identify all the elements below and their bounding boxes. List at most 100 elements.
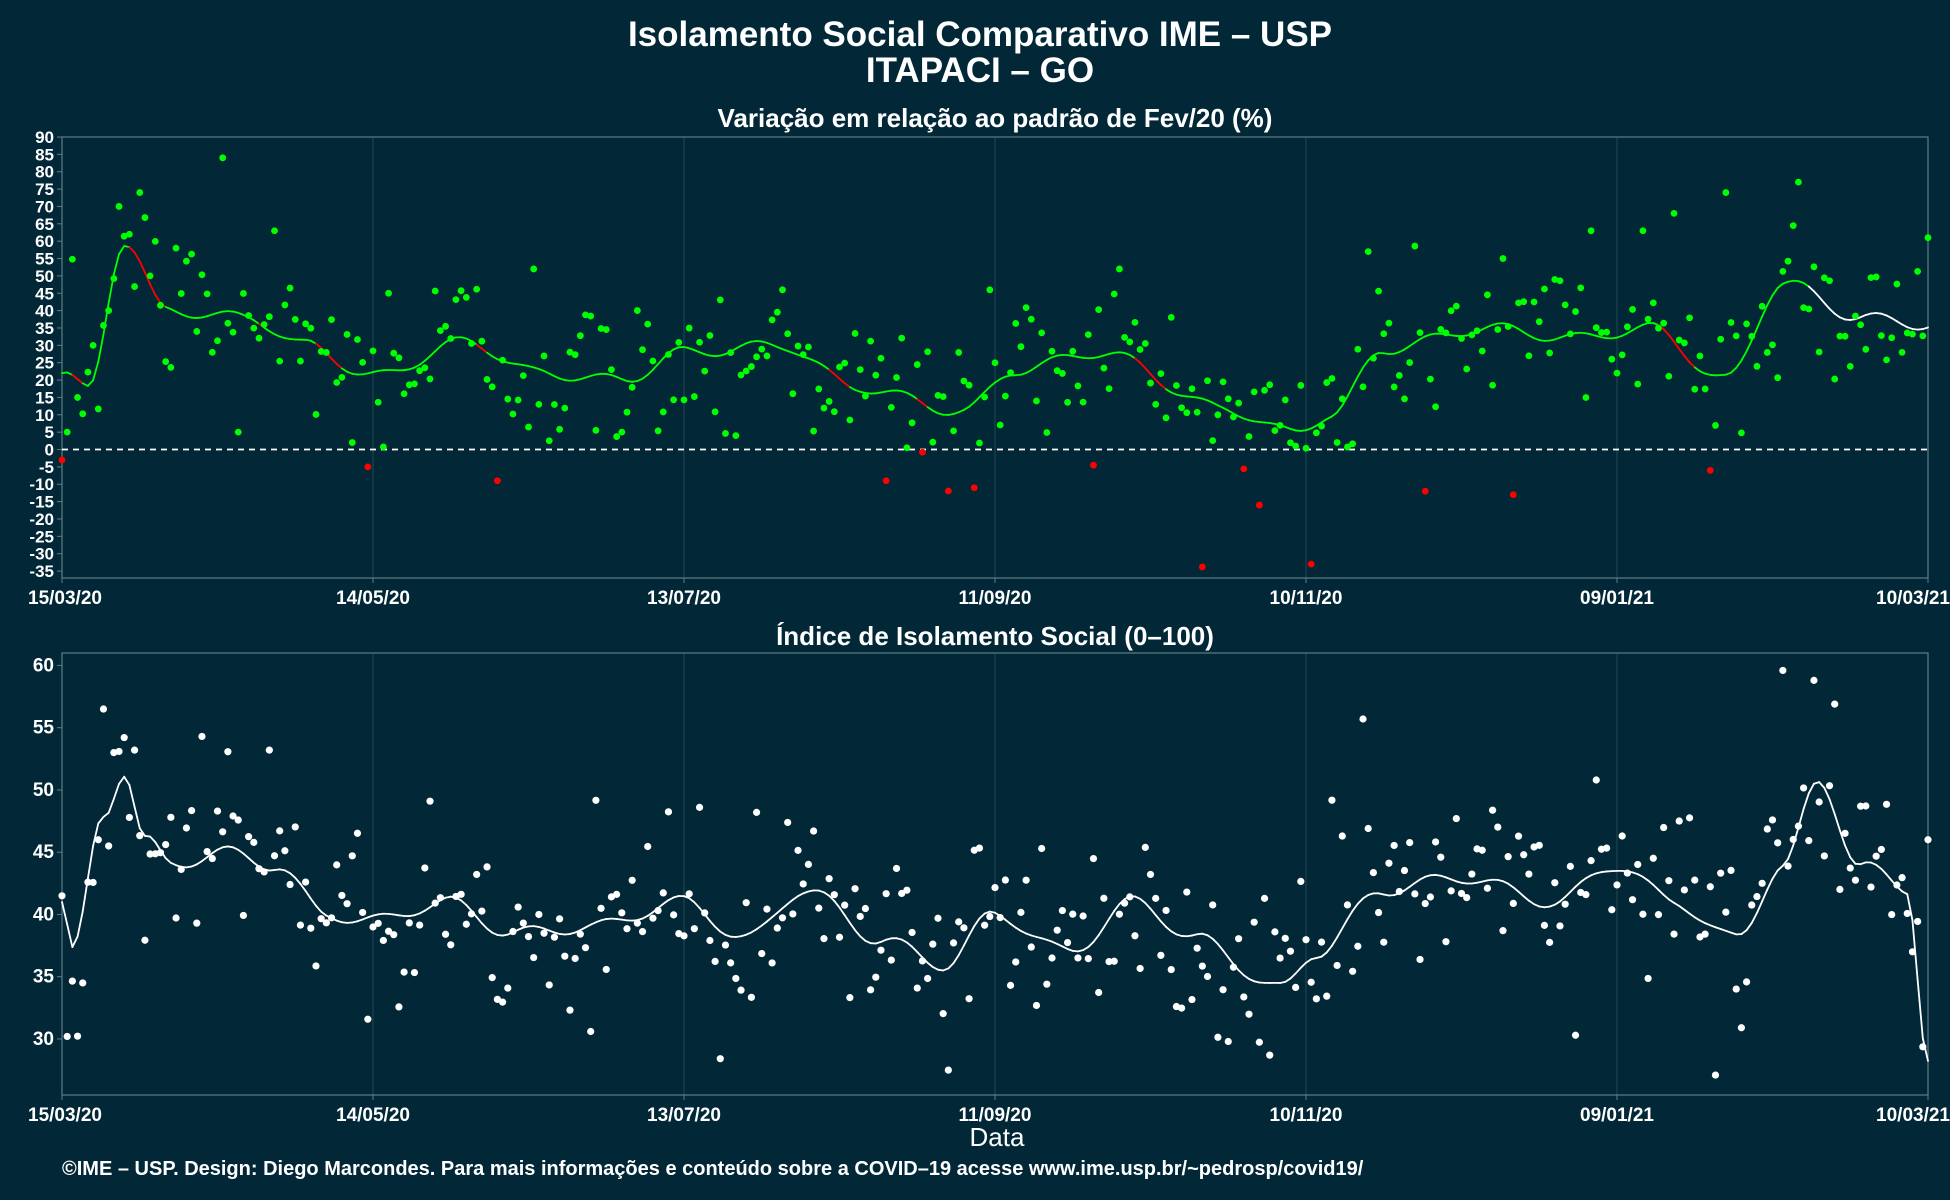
data-point [525, 423, 532, 431]
moving-average-segment [1310, 424, 1318, 430]
data-point [1287, 439, 1294, 447]
moving-average-segment [439, 341, 447, 348]
data-point [1297, 382, 1305, 389]
data-point [1535, 841, 1543, 849]
moving-average-segment [1325, 944, 1333, 954]
data-point [706, 936, 714, 945]
moving-average-segment [864, 939, 872, 945]
data-point [1489, 806, 1497, 814]
data-point [841, 359, 849, 367]
data-point [1043, 429, 1051, 436]
data-point [711, 408, 719, 416]
moving-average-segment [952, 411, 960, 415]
data-point [462, 920, 470, 928]
moving-average-segment [1714, 926, 1722, 930]
data-point [1069, 910, 1077, 918]
data-point [514, 903, 522, 911]
moving-average-segment [926, 406, 934, 412]
data-point [1063, 938, 1072, 947]
data-point [592, 426, 600, 434]
data-point [1675, 336, 1683, 344]
data-point [400, 968, 408, 976]
data-point [1924, 234, 1932, 242]
data-point [551, 401, 558, 408]
moving-average-segment [480, 922, 488, 930]
y-tick-label: -30 [29, 545, 54, 564]
y-tick-label: 40 [35, 302, 54, 321]
data-point [1152, 894, 1160, 902]
data-point [317, 915, 325, 923]
moving-average-segment [1092, 934, 1100, 943]
data-point [509, 410, 517, 418]
data-point [265, 746, 273, 754]
data-point [1421, 487, 1429, 495]
data-point [426, 797, 434, 805]
moving-average-segment [957, 409, 965, 414]
data-point [473, 870, 481, 879]
data-point [1395, 887, 1403, 896]
data-point [1867, 274, 1875, 282]
moving-average-segment [1408, 341, 1416, 347]
data-point [307, 924, 315, 932]
x-tick-label: 13/07/20 [647, 1105, 721, 1126]
moving-average-segment [1237, 969, 1245, 977]
data-point [213, 807, 222, 815]
moving-average-segment [71, 373, 79, 381]
moving-average-segment [1740, 929, 1748, 936]
moving-average-segment [579, 926, 587, 932]
data-point [773, 308, 781, 316]
data-point [1504, 853, 1512, 861]
data-point [281, 301, 289, 309]
moving-average-segment [1823, 786, 1831, 801]
moving-average-segment [994, 378, 1002, 384]
data-point [514, 396, 522, 404]
moving-average-segment [1082, 946, 1090, 952]
data-point [411, 380, 418, 388]
data-point [1043, 980, 1051, 988]
data-point [1317, 938, 1326, 946]
data-point [1307, 978, 1315, 986]
data-point [1908, 948, 1917, 956]
moving-average-segment [102, 811, 110, 818]
moving-average-segment [1102, 918, 1110, 929]
data-point [1079, 398, 1087, 406]
data-point [1328, 375, 1336, 382]
data-point [1364, 824, 1372, 833]
moving-average-segment [880, 938, 888, 943]
x-tick-label: 10/11/20 [1270, 1105, 1343, 1126]
moving-average-segment [657, 357, 665, 365]
moving-average-segment [584, 923, 592, 929]
data-point [1561, 301, 1569, 309]
data-point [576, 332, 584, 340]
moving-average-segment [823, 365, 831, 371]
data-point [442, 322, 449, 330]
y-tick-label: -5 [39, 458, 54, 477]
data-point [804, 860, 813, 868]
moving-average-segment [558, 377, 566, 381]
moving-average-segment [745, 340, 753, 345]
data-point [1458, 335, 1465, 342]
moving-average-segment [211, 848, 219, 855]
moving-average-segment [1802, 792, 1810, 810]
data-point [483, 863, 491, 871]
data-point [1810, 263, 1818, 271]
data-point [825, 398, 833, 405]
data-point [851, 330, 859, 337]
data-point [1686, 314, 1693, 322]
moving-average-segment [1097, 926, 1105, 937]
moving-average-segment [1585, 874, 1592, 880]
data-point [84, 368, 92, 376]
data-point [291, 316, 299, 323]
moving-average-segment [1559, 334, 1567, 339]
data-point [1141, 843, 1149, 851]
data-point [1484, 291, 1491, 299]
data-point [151, 238, 159, 245]
data-point [524, 933, 533, 941]
data-point [1546, 349, 1554, 357]
data-point [913, 361, 921, 368]
data-point [1442, 329, 1450, 337]
data-point [1427, 375, 1434, 383]
y-tick-label: 50 [33, 780, 54, 801]
data-point [1209, 437, 1217, 444]
moving-average-segment [719, 930, 727, 936]
